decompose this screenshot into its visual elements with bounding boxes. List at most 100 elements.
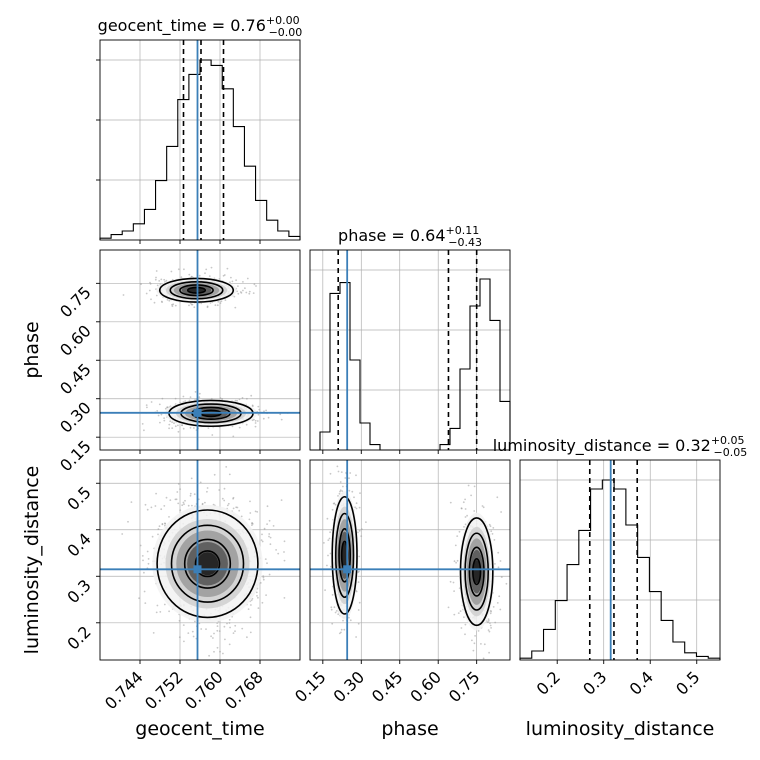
sample-point — [324, 589, 326, 591]
sample-point — [266, 523, 268, 525]
sample-point — [246, 636, 248, 639]
sample-point — [499, 608, 502, 611]
sample-point — [473, 485, 476, 488]
sample-point — [159, 421, 161, 424]
sample-point — [198, 274, 201, 277]
sample-point — [158, 525, 161, 528]
sample-point — [463, 526, 465, 528]
sample-point — [340, 471, 343, 473]
sample-point — [150, 506, 153, 509]
x-tick-label: 0.2 — [533, 667, 564, 698]
sample-point — [494, 563, 496, 565]
sample-point — [216, 646, 219, 649]
sample-point — [249, 512, 252, 514]
sample-point — [171, 427, 174, 429]
sample-point — [155, 611, 158, 614]
sample-point — [473, 642, 476, 645]
sample-point — [146, 406, 148, 409]
sample-point — [138, 597, 141, 600]
sample-point — [477, 630, 480, 632]
sample-point — [177, 424, 179, 427]
sample-point — [237, 292, 240, 295]
density-shade — [341, 542, 348, 568]
sample-point — [144, 602, 147, 604]
sample-point — [355, 502, 358, 505]
sample-point — [161, 397, 164, 400]
sample-point — [217, 300, 220, 303]
density-shade — [473, 560, 481, 584]
sample-point — [213, 632, 215, 635]
density-contour — [186, 286, 207, 294]
sample-point — [180, 276, 183, 279]
sample-point — [168, 299, 171, 302]
density-contour — [169, 280, 224, 300]
sample-point — [487, 629, 490, 631]
sample-point — [492, 606, 495, 608]
sample-point — [464, 633, 466, 636]
sample-point — [235, 279, 238, 282]
sample-point — [154, 505, 157, 507]
sample-point — [458, 530, 461, 533]
sample-point — [250, 599, 253, 602]
sample-point — [171, 305, 174, 308]
sample-point — [221, 497, 224, 500]
sample-point — [470, 494, 472, 497]
sample-point — [249, 631, 252, 634]
sample-point — [199, 481, 202, 484]
sample-point — [456, 535, 459, 537]
sample-point — [256, 595, 258, 597]
sample-point — [456, 559, 459, 562]
sample-point — [174, 304, 177, 307]
sample-point — [219, 650, 221, 653]
sample-point — [358, 506, 361, 509]
sample-point — [334, 611, 337, 614]
sample-point — [223, 625, 226, 628]
sample-point — [353, 496, 355, 499]
sample-point — [226, 267, 229, 270]
sample-point — [189, 492, 192, 495]
sample-point — [226, 504, 229, 507]
sample-point — [207, 427, 210, 429]
sample-point — [189, 494, 192, 497]
sample-point — [357, 581, 360, 583]
sample-point — [467, 484, 470, 487]
sample-point — [492, 527, 495, 529]
sample-point — [256, 420, 259, 422]
sample-point — [251, 524, 253, 526]
sample-point — [449, 501, 452, 504]
y-tick-label: 0.30 — [56, 398, 95, 437]
sample-point — [223, 499, 226, 502]
sample-point — [490, 530, 493, 533]
sample-point — [488, 630, 491, 633]
sample-point — [214, 304, 217, 307]
sample-point — [198, 396, 201, 399]
sample-point — [277, 552, 280, 555]
sample-point — [268, 535, 270, 538]
sample-point — [155, 276, 157, 279]
sample-point — [263, 527, 266, 530]
sample-point — [232, 435, 235, 438]
sample-point — [500, 511, 502, 513]
sample-point — [453, 613, 456, 616]
sample-point — [357, 622, 360, 625]
sample-point — [255, 285, 257, 287]
sample-point — [262, 576, 265, 579]
sample-point — [334, 503, 337, 506]
sample-point — [349, 472, 352, 474]
sample-point — [164, 407, 167, 410]
sample-point — [351, 490, 354, 493]
sample-point — [216, 625, 219, 627]
sample-point — [487, 621, 489, 623]
sample-point — [354, 506, 356, 509]
histogram-frame — [519, 459, 721, 661]
sample-point — [246, 397, 248, 400]
marginal-histograms: geocent_time = 0.76+0.00 −0.00 phase = 0.6… — [98, 14, 747, 664]
sample-point — [248, 290, 251, 293]
truth-marker — [193, 565, 202, 574]
sample-point — [449, 580, 452, 583]
density-contour — [464, 532, 490, 611]
sample-point — [263, 410, 265, 413]
sample-point — [220, 300, 223, 303]
sample-point — [230, 276, 232, 279]
sample-point — [480, 643, 482, 645]
